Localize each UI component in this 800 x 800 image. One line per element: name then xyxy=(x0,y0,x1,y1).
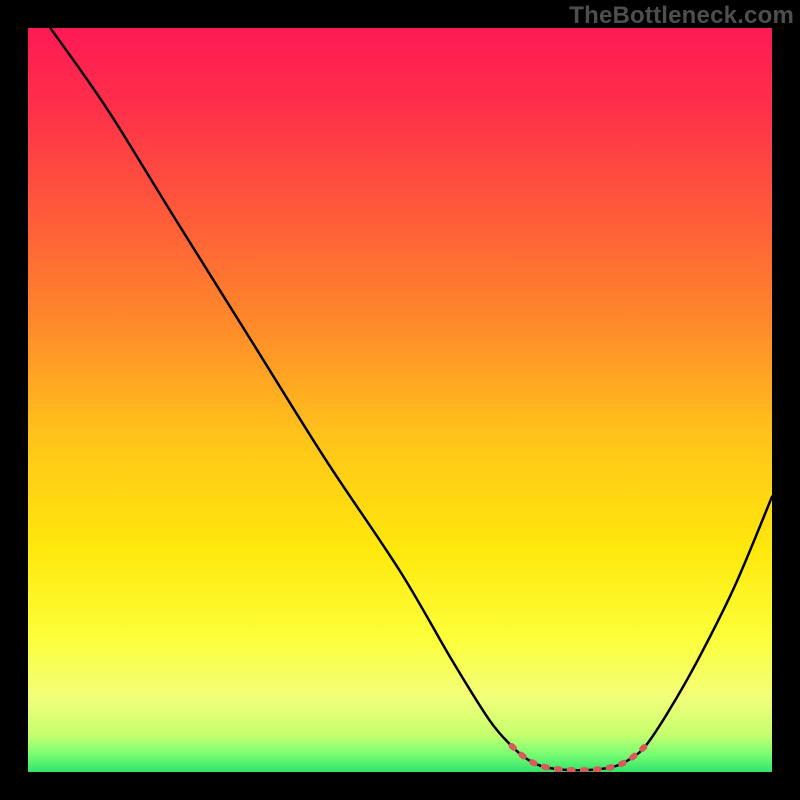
attribution-label: TheBottleneck.com xyxy=(569,2,794,30)
bottleneck-chart xyxy=(0,0,800,800)
chart-canvas: TheBottleneck.com xyxy=(0,0,800,800)
gradient-bg xyxy=(28,28,772,772)
